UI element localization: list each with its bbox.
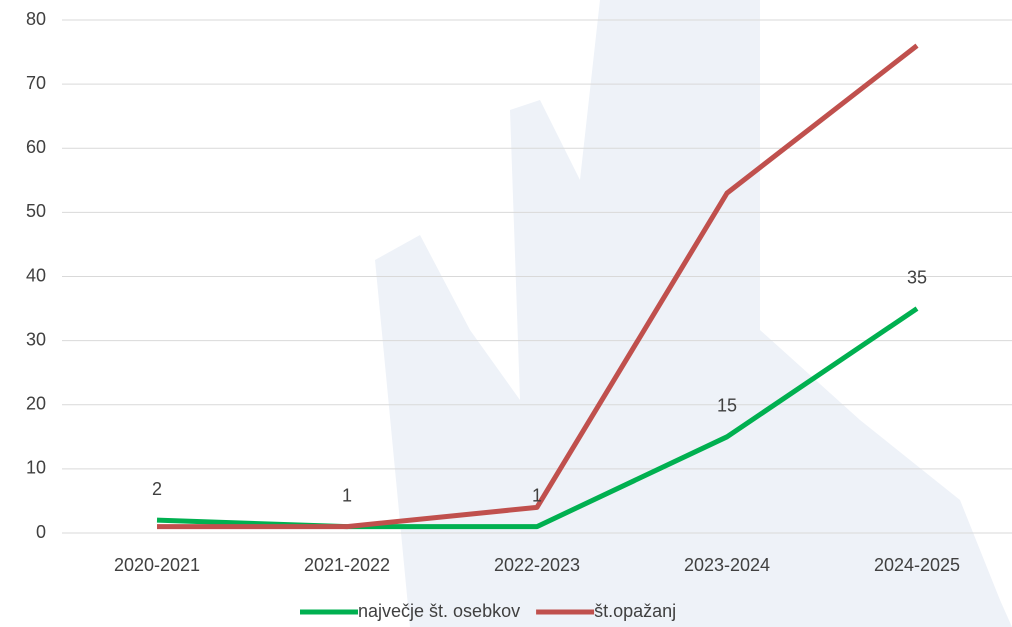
data-label: 2 [152,479,162,499]
data-label: 1 [342,485,352,505]
data-label: 1 [532,485,542,505]
data-label: 15 [717,396,737,416]
y-tick-label: 50 [26,201,46,221]
x-tick-label: 2024-2025 [874,555,960,575]
y-tick-label: 80 [26,9,46,29]
background-watermark [375,0,1012,627]
series-line [157,43,919,530]
y-tick-label: 60 [26,137,46,157]
data-label: 35 [907,267,927,287]
y-tick-label: 0 [36,522,46,542]
x-tick-label: 2022-2023 [494,555,580,575]
legend-label: št.opažanj [594,601,676,621]
x-tick-label: 2021-2022 [304,555,390,575]
y-tick-label: 30 [26,329,46,349]
legend-label: največje št. osebkov [358,601,520,621]
y-tick-label: 20 [26,394,46,414]
x-tick-label: 2023-2024 [684,555,770,575]
y-tick-label: 70 [26,73,46,93]
y-tick-label: 10 [26,458,46,478]
x-tick-label: 2020-2021 [114,555,200,575]
y-tick-label: 40 [26,265,46,285]
